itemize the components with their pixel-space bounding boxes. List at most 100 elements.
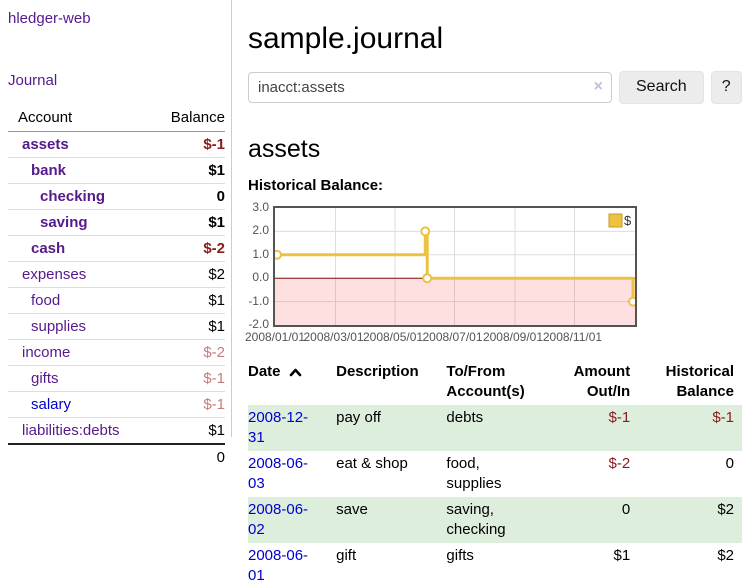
search-field-wrap: × bbox=[248, 71, 612, 103]
account-row: supplies $1 bbox=[8, 313, 225, 339]
register-col-header-to-from: To/From Account(s) bbox=[446, 363, 525, 400]
account-balance: $1 bbox=[208, 214, 225, 231]
amount-cell: $1 bbox=[613, 547, 631, 564]
account-balance: $-2 bbox=[203, 240, 225, 257]
transaction-row: 2008-06-02 save saving, checking 0 $2 bbox=[248, 497, 742, 543]
account-link-gifts[interactable]: gifts bbox=[31, 370, 59, 387]
page-title: sample.journal bbox=[248, 22, 444, 56]
transaction-date-link[interactable]: 2008-06-03 bbox=[248, 455, 309, 492]
sort-ascending-icon bbox=[289, 368, 301, 377]
transaction-row: 2008-06-03 eat & shop food, supplies $-2 0 bbox=[248, 451, 742, 497]
search-button[interactable]: Search bbox=[619, 70, 704, 104]
search-input[interactable] bbox=[248, 71, 612, 103]
balance-cell: $-1 bbox=[712, 409, 734, 426]
amount-cell: $-1 bbox=[608, 409, 631, 426]
register-header-row: Date Description To/From Account(s) Amount O… bbox=[248, 359, 742, 405]
register-table: Date Description To/From Account(s) Amount O… bbox=[248, 359, 742, 582]
account-balance: $-2 bbox=[203, 344, 225, 361]
description-cell: eat & shop bbox=[336, 455, 408, 472]
account-row: saving $1 bbox=[8, 209, 225, 235]
description-cell: gift bbox=[336, 547, 357, 564]
account-link-food[interactable]: food bbox=[31, 292, 61, 309]
search-help-button[interactable]: ? bbox=[710, 70, 742, 104]
date-cell: 2008-06-03 bbox=[248, 451, 328, 497]
account-row: bank $1 bbox=[8, 157, 225, 183]
account-link-supplies[interactable]: supplies bbox=[31, 318, 87, 335]
sidebar-item-journal[interactable]: Journal bbox=[8, 72, 58, 89]
account-balance: $-1 bbox=[203, 136, 225, 153]
balance-cell: 0 bbox=[725, 455, 734, 472]
account-balance: 0 bbox=[216, 188, 225, 205]
x-tick-label: 2008/07/01 bbox=[422, 330, 483, 344]
description-cell: pay off bbox=[336, 409, 381, 426]
account-row: food $1 bbox=[8, 287, 225, 313]
account-balance: $2 bbox=[208, 266, 225, 283]
account-link-checking[interactable]: checking bbox=[40, 188, 106, 205]
account-balance-table: Account Balance assets $-1 bank $1 checking 0… bbox=[8, 105, 225, 470]
account-balance: $1 bbox=[208, 318, 225, 335]
account-link-liabilities-debts[interactable]: liabilities:debts bbox=[22, 422, 120, 439]
date-cell: 2008-12-31 bbox=[248, 405, 328, 451]
x-tick-label: 2008/01/01 bbox=[244, 330, 306, 344]
x-tick-label: 2008/09/01 bbox=[482, 330, 543, 344]
main-content: sample.journal × Search ? assets Histori… bbox=[245, 0, 742, 582]
account-row: income $-2 bbox=[8, 339, 225, 365]
account-balance: $-1 bbox=[203, 370, 225, 387]
y-tick-label: 2.0 bbox=[252, 223, 269, 238]
y-tick-label: -1.0 bbox=[248, 293, 269, 308]
account-heading: assets bbox=[248, 134, 321, 163]
account-column-header: Account bbox=[18, 109, 73, 126]
account-link-bank[interactable]: bank bbox=[31, 162, 67, 179]
balance-column-header: Balance bbox=[170, 109, 225, 126]
amount-cell: $-2 bbox=[608, 455, 631, 472]
account-row: checking 0 bbox=[8, 183, 225, 209]
accounts-cell: food, supplies bbox=[446, 455, 502, 492]
account-balance: $-1 bbox=[203, 396, 225, 413]
date-cell: 2008-06-02 bbox=[248, 497, 328, 543]
balance-cell: $2 bbox=[717, 547, 734, 564]
account-balance: $1 bbox=[208, 422, 225, 439]
y-tick-label: 0.0 bbox=[252, 270, 269, 285]
chart-legend: $ bbox=[608, 213, 632, 228]
transaction-date-link[interactable]: 2008-12-31 bbox=[248, 409, 309, 446]
chart-plot-area: $ bbox=[273, 206, 637, 327]
y-tick-label: 3.0 bbox=[252, 200, 269, 214]
search-row: × Search ? bbox=[248, 70, 742, 104]
accounts-cell: debts bbox=[446, 409, 484, 426]
x-tick-label: 2008/11/01 bbox=[542, 330, 603, 344]
x-tick-label: 2008/05/01 bbox=[362, 330, 424, 344]
date-cell: 2008-06-01 bbox=[248, 543, 328, 582]
historical-balance-chart: $ 3.0 2.0 1.0 0.0 -1.0 -2.0 2008/01/01 2008/03… bbox=[245, 201, 688, 349]
account-link-expenses[interactable]: expenses bbox=[22, 266, 87, 283]
balance-cell: $2 bbox=[717, 501, 734, 518]
account-table-header: Account Balance bbox=[8, 105, 225, 132]
account-link-income[interactable]: income bbox=[22, 344, 71, 361]
sidebar: hledger-web Journal Account Balance asse… bbox=[0, 0, 232, 466]
y-tick-label: 1.0 bbox=[252, 246, 269, 261]
register-col-header-description: Description bbox=[336, 363, 419, 380]
account-row: gifts $-1 bbox=[8, 365, 225, 391]
register-col-header-historical: Historical Balance bbox=[665, 363, 734, 400]
account-row: expenses $2 bbox=[8, 261, 225, 287]
register-col-header-date[interactable]: Date bbox=[248, 359, 328, 405]
app-title-link[interactable]: hledger-web bbox=[8, 10, 91, 27]
total-balance: 0 bbox=[216, 449, 225, 466]
chart-title: Historical Balance: bbox=[248, 177, 384, 194]
account-link-cash[interactable]: cash bbox=[31, 240, 66, 257]
description-cell: save bbox=[336, 501, 368, 518]
account-link-salary[interactable]: salary bbox=[31, 396, 72, 413]
accounts-cell: saving, checking bbox=[446, 501, 506, 538]
transaction-date-link[interactable]: 2008-06-01 bbox=[248, 547, 309, 582]
account-total-row: 0 bbox=[8, 443, 225, 470]
amount-cell: 0 bbox=[621, 501, 631, 518]
transaction-date-link[interactable]: 2008-06-02 bbox=[248, 501, 309, 538]
account-rows: assets $-1 bank $1 checking 0 saving $1 cash $-2 e… bbox=[8, 132, 225, 443]
account-link-saving[interactable]: saving bbox=[40, 214, 88, 231]
account-row: liabilities:debts $1 bbox=[8, 417, 225, 443]
register-col-header-amount: Amount Out/In bbox=[573, 363, 631, 400]
account-balance: $1 bbox=[208, 292, 225, 309]
clear-search-icon[interactable]: × bbox=[593, 77, 603, 95]
account-link-assets[interactable]: assets bbox=[22, 136, 69, 153]
account-row: cash $-2 bbox=[8, 235, 225, 261]
